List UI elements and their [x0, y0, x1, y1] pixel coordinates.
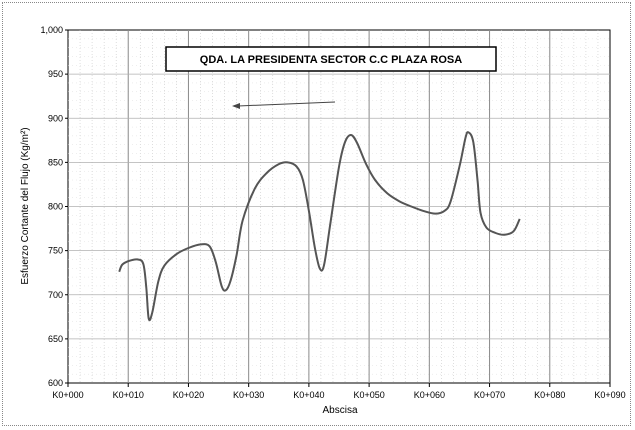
- x-tick-label: K0+080: [534, 390, 565, 400]
- chart-title: QDA. LA PRESIDENTA SECTOR C.C PLAZA ROSA: [200, 54, 462, 66]
- x-tick-label: K0+040: [293, 390, 324, 400]
- x-tick-label: K0+020: [173, 390, 204, 400]
- y-tick-label: 950: [48, 69, 63, 79]
- y-tick-label: 650: [48, 334, 63, 344]
- x-axis-title: Abscisa: [322, 405, 357, 416]
- series-line: [118, 131, 521, 322]
- chart-frame: [2, 2, 631, 426]
- arrow-head-icon: [232, 103, 240, 109]
- x-tick-label: K0+000: [52, 390, 83, 400]
- y-axis-title: Esfuerzo Cortante del Flujo (Kg/m²): [20, 127, 31, 284]
- x-tick-label: K0+060: [414, 390, 445, 400]
- y-tick-label: 850: [48, 157, 63, 167]
- x-tick-label: K0+030: [233, 390, 264, 400]
- arrow-shaft: [237, 101, 336, 107]
- y-tick-label: 900: [48, 113, 63, 123]
- y-tick-labels: 600 650 700 750 800 850 900 950 1,000: [40, 25, 68, 388]
- y-tick-label: 600: [48, 378, 63, 388]
- flow-direction-arrow: [232, 101, 336, 109]
- x-tick-label: K0+010: [113, 390, 144, 400]
- x-tick-label: K0+070: [474, 390, 505, 400]
- minor-grid: [68, 30, 610, 383]
- y-tick-label: 750: [48, 246, 63, 256]
- y-tick-label: 700: [48, 290, 63, 300]
- y-tick-label: 1,000: [40, 25, 63, 35]
- y-tick-label: 800: [48, 202, 63, 212]
- title-box: [165, 46, 497, 72]
- x-tick-label: K0+090: [594, 390, 625, 400]
- x-tick-labels: K0+000 K0+010 K0+020 K0+030 K0+040 K0+050 K0+0…: [52, 383, 626, 400]
- x-tick-label: K0+050: [353, 390, 384, 400]
- chart-title-box: QDA. LA PRESIDENTA SECTOR C.C PLAZA ROSA: [165, 46, 497, 72]
